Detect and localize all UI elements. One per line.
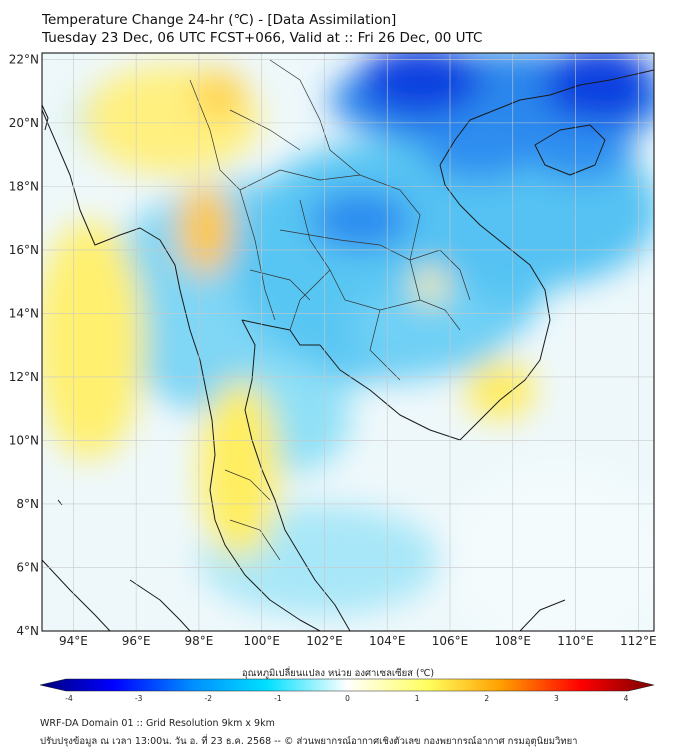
lat-tick-label: 6°N xyxy=(16,560,39,574)
lat-tick-label: 12°N xyxy=(9,370,39,384)
lat-tick-label: 18°N xyxy=(9,179,39,193)
lat-axis: 22°N 20°N 18°N 16°N 14°N 12°N 10°N 8°N 6°N 4°N xyxy=(9,52,39,638)
colorbar-tick-label: -1 xyxy=(274,694,282,703)
temperature-field xyxy=(42,53,654,631)
colorbar-tick-label: -2 xyxy=(205,694,213,703)
lat-tick-label: 8°N xyxy=(16,497,39,511)
colorbar-title: อุณหภูมิเปลี่ยนแปลง หน่วย องศาเซลเซียส (… xyxy=(241,668,435,679)
lon-tick-label: 96°E xyxy=(122,634,151,648)
lon-tick-label: 110°E xyxy=(557,634,594,648)
lon-tick-label: 102°E xyxy=(306,634,343,648)
lon-tick-label: 100°E xyxy=(243,634,280,648)
lat-tick-label: 4°N xyxy=(16,624,39,638)
map-title: Temperature Change 24-hr (℃) - [Data Ass… xyxy=(42,12,397,28)
lat-tick-label: 10°N xyxy=(9,433,39,447)
lat-tick-label: 22°N xyxy=(9,52,39,66)
lat-tick-label: 20°N xyxy=(9,116,39,130)
lon-tick-label: 94°E xyxy=(59,634,88,648)
coastlines xyxy=(42,69,654,631)
lon-tick-label: 106°E xyxy=(432,634,469,648)
colorbar-tick-label: -4 xyxy=(65,694,73,703)
footer-credit: ปรับปรุงข้อมูล ณ เวลา 13:00น. วัน อ. ที่… xyxy=(40,736,578,747)
lat-tick-label: 14°N xyxy=(9,306,39,320)
province-borders xyxy=(189,59,471,561)
colorbar-tick-label: 1 xyxy=(415,694,420,703)
lon-tick-label: 108°E xyxy=(495,634,532,648)
colorbar-scale xyxy=(39,678,655,692)
colorbar-tick-label: 3 xyxy=(554,694,559,703)
colorbar-tick-label: 4 xyxy=(624,694,629,703)
map-subtitle: Tuesday 23 Dec, 06 UTC FCST+066, Valid a… xyxy=(42,30,483,46)
colorbar-tick-label: -3 xyxy=(135,694,143,703)
colorbar-tick-label: 2 xyxy=(484,694,489,703)
footer-model-info: WRF-DA Domain 01 :: Grid Resolution 9km … xyxy=(40,718,275,729)
lat-tick-label: 16°N xyxy=(9,243,39,257)
lon-tick-label: 112°E xyxy=(620,634,657,648)
lon-tick-label: 104°E xyxy=(369,634,406,648)
lon-tick-label: 98°E xyxy=(184,634,213,648)
map-frame xyxy=(41,52,655,632)
lon-axis: 94°E 96°E 98°E 100°E 102°E 104°E 106°E 108°E 110… xyxy=(59,634,657,648)
colorbar: -4 -3 -2 -1 0 1 2 3 4 xyxy=(39,678,655,703)
colorbar-ticks: -4 -3 -2 -1 0 1 2 3 4 xyxy=(65,694,628,703)
colorbar-tick-label: 0 xyxy=(345,694,350,703)
